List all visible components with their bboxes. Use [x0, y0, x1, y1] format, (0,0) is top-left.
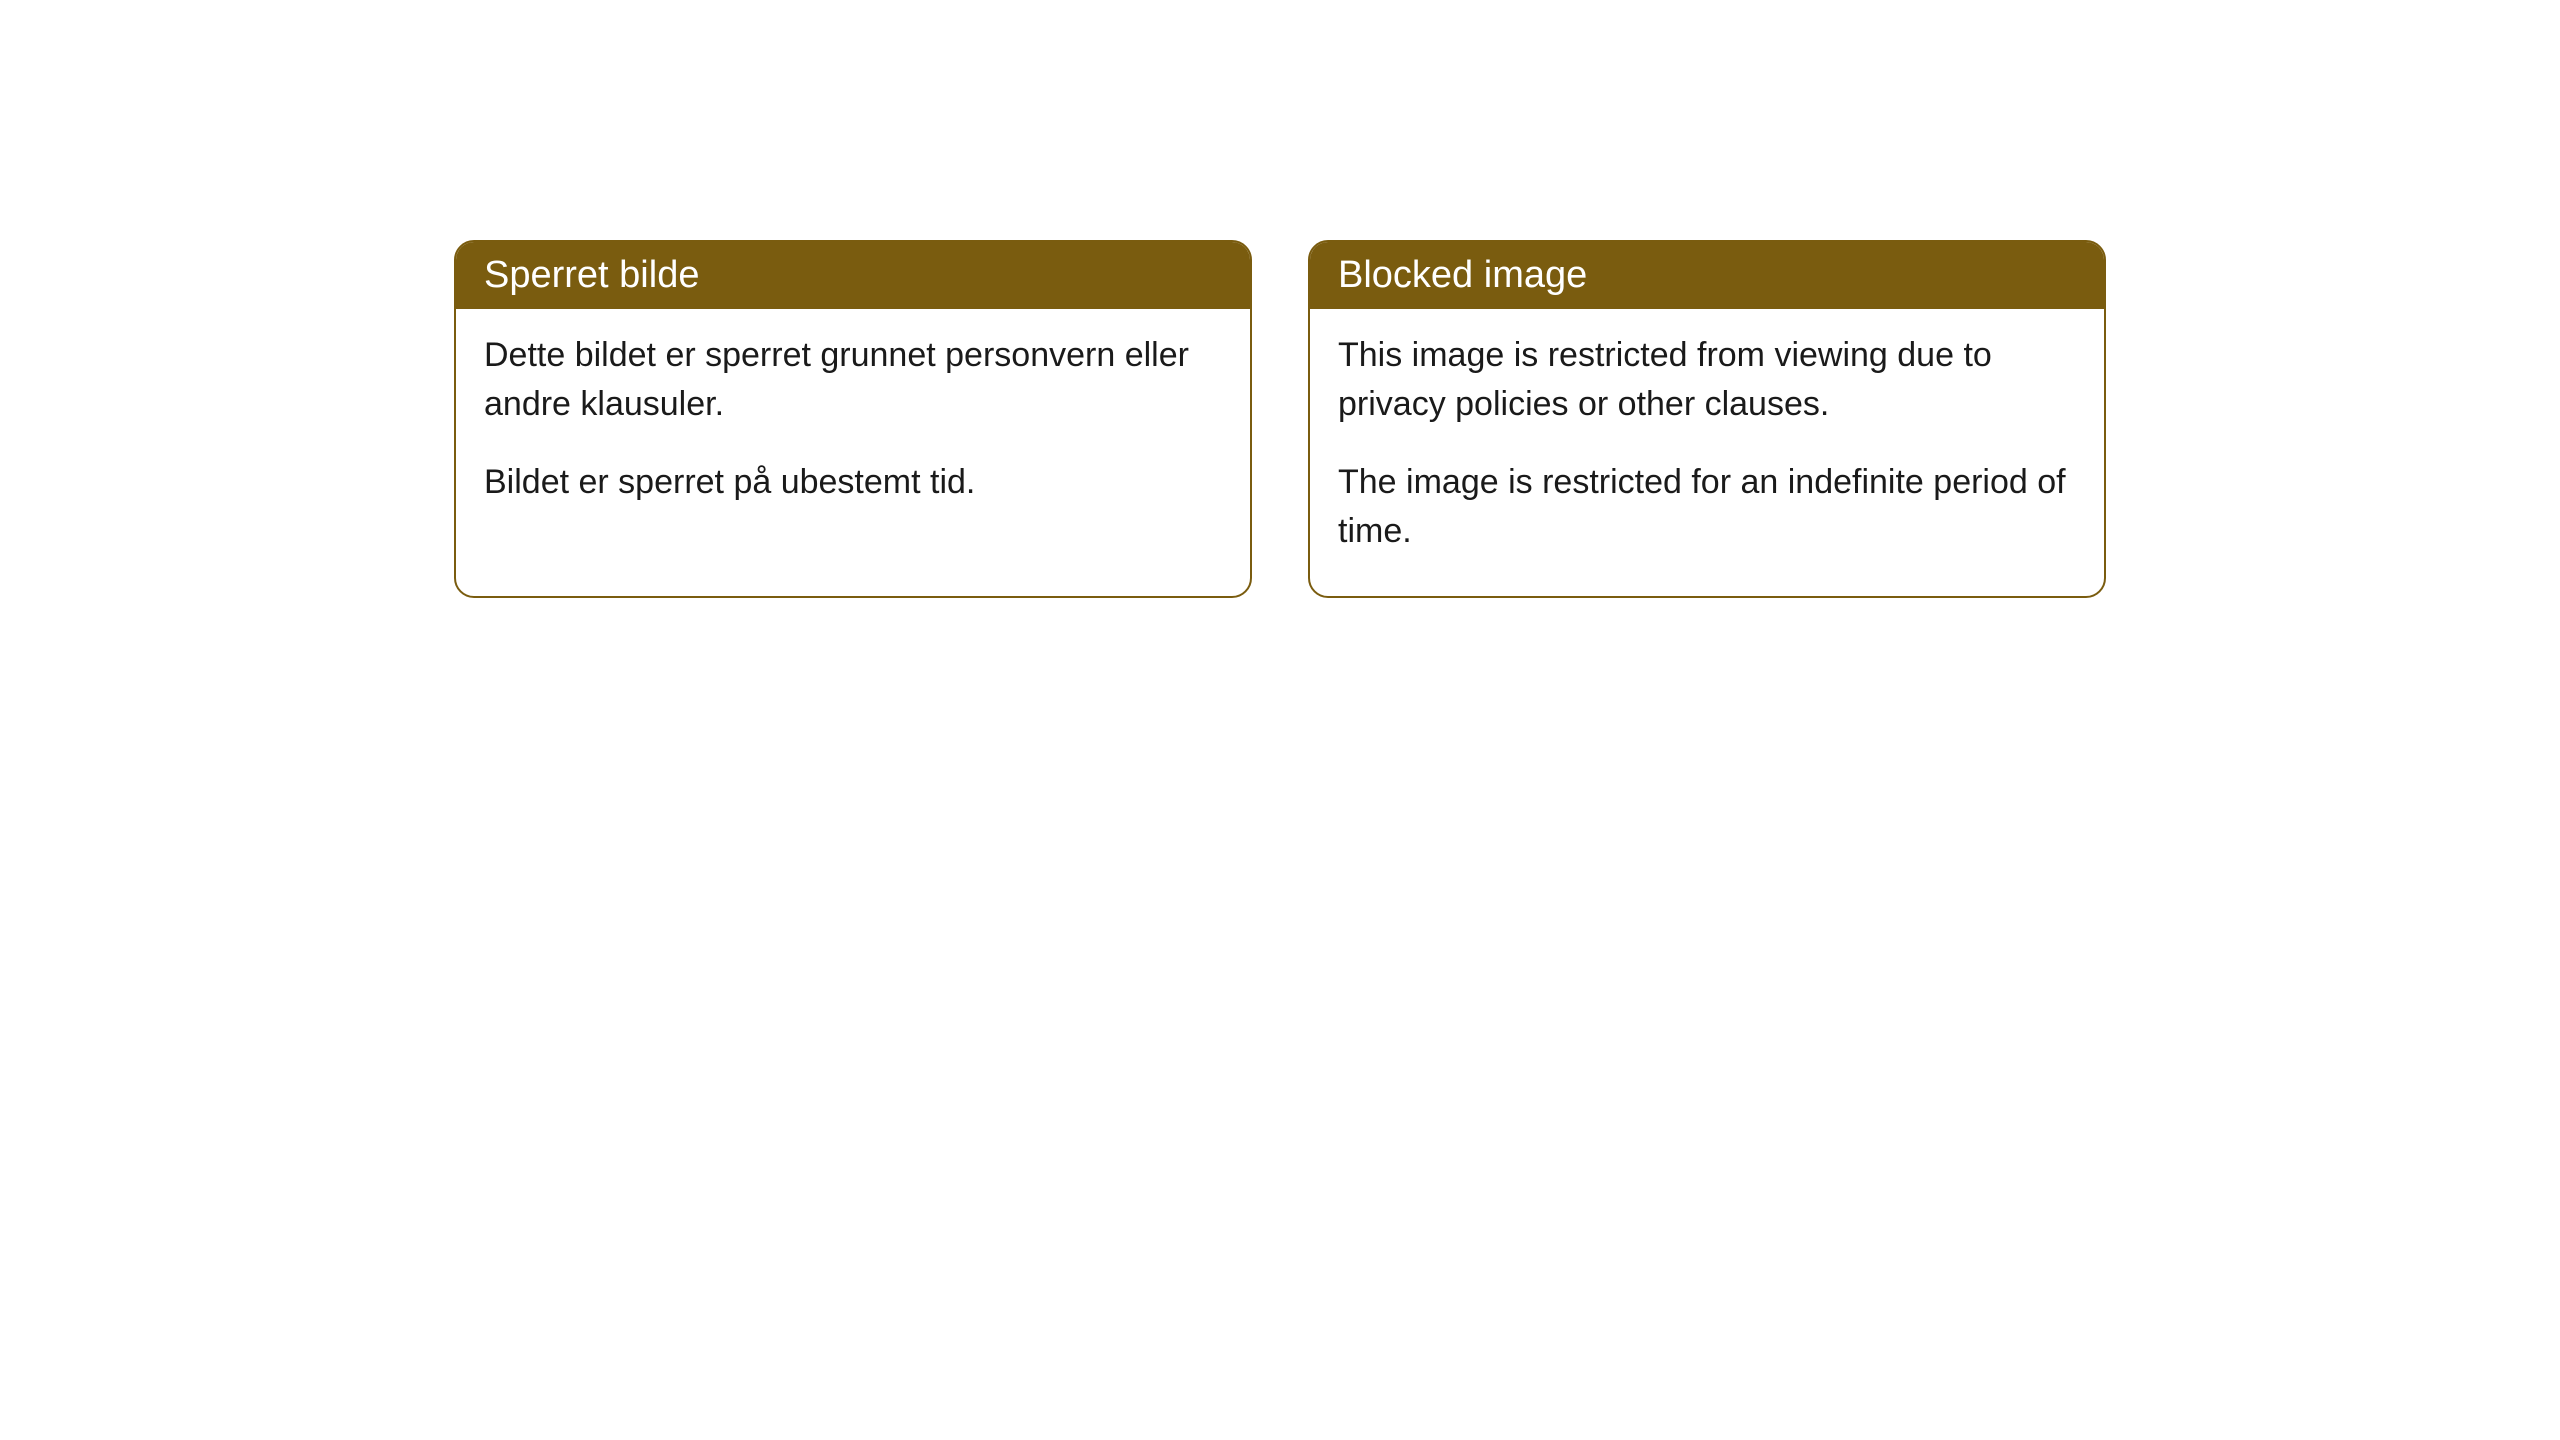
card-header-norwegian: Sperret bilde [456, 242, 1250, 309]
blocked-image-card-norwegian: Sperret bilde Dette bildet er sperret gr… [454, 240, 1252, 598]
card-header-english: Blocked image [1310, 242, 2104, 309]
card-body-english: This image is restricted from viewing du… [1310, 309, 2104, 596]
card-paragraph-2-norwegian: Bildet er sperret på ubestemt tid. [484, 458, 1222, 507]
card-paragraph-1-english: This image is restricted from viewing du… [1338, 331, 2076, 430]
card-paragraph-1-norwegian: Dette bildet er sperret grunnet personve… [484, 331, 1222, 430]
card-body-norwegian: Dette bildet er sperret grunnet personve… [456, 309, 1250, 547]
blocked-image-card-english: Blocked image This image is restricted f… [1308, 240, 2106, 598]
cards-container: Sperret bilde Dette bildet er sperret gr… [0, 240, 2560, 598]
card-paragraph-2-english: The image is restricted for an indefinit… [1338, 458, 2076, 557]
